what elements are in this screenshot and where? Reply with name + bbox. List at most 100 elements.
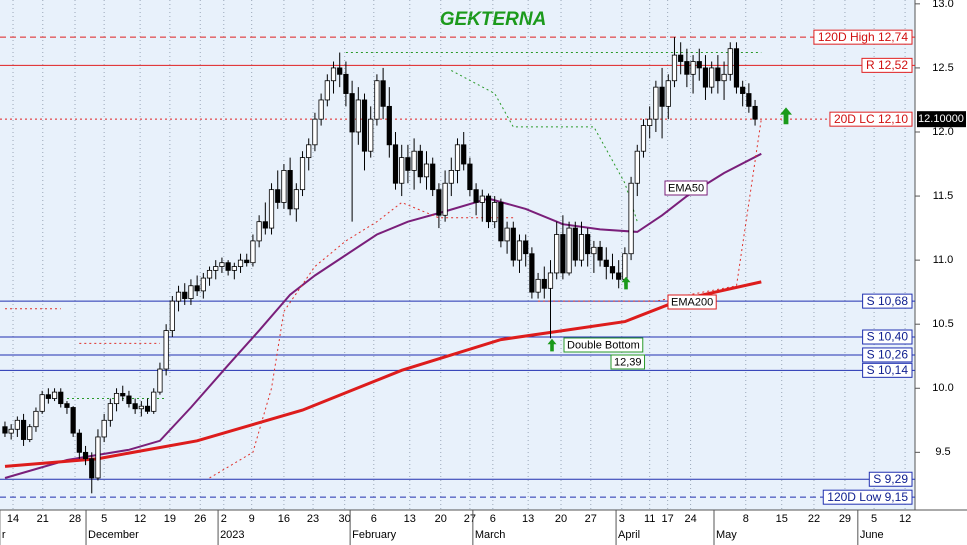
candle-body	[640, 125, 647, 152]
candle-body	[8, 428, 14, 434]
candle-body	[355, 99, 361, 133]
candle-body	[312, 118, 318, 146]
candle-body	[89, 458, 95, 479]
candle-body	[318, 99, 324, 120]
candle-body	[157, 368, 163, 393]
candle-body	[591, 246, 597, 255]
candle-body	[733, 48, 740, 88]
level-label-text: S 10,26	[867, 348, 909, 362]
month-label: May	[716, 529, 737, 541]
candle-body	[560, 234, 566, 274]
level-label: 20D LC 12,10	[829, 111, 913, 127]
candle-body	[33, 410, 39, 428]
candle-body	[523, 240, 529, 255]
candle-body	[64, 403, 70, 408]
level-label-box	[862, 293, 913, 309]
x-tick-label: 28	[69, 513, 81, 525]
candle-body	[349, 93, 355, 133]
x-tick-label: 16	[278, 513, 290, 525]
annotation: Double Bottom	[567, 339, 640, 351]
candle-body	[554, 234, 560, 274]
candle-body	[237, 259, 244, 267]
level-label-text: 20D LC 12,10	[834, 112, 908, 126]
candle-body	[194, 285, 200, 292]
candle-body	[151, 391, 157, 412]
level-label-box	[868, 471, 913, 487]
x-tick-label: 6	[371, 513, 377, 525]
candle-body	[702, 67, 709, 88]
line-series	[67, 70, 638, 399]
candle-body	[169, 300, 175, 332]
candle-body	[659, 86, 665, 107]
candle-body	[709, 67, 715, 88]
x-tick-label: 11	[644, 513, 655, 525]
x-tick-label: 24	[684, 513, 696, 525]
candle-body	[293, 189, 299, 210]
candle-body	[250, 240, 256, 264]
candle-body	[330, 67, 337, 82]
candle-body	[585, 234, 591, 255]
level-label: S 10,40	[862, 329, 913, 345]
x-tick-label: 8	[743, 513, 749, 525]
candle-body	[715, 67, 721, 82]
candle-body	[684, 61, 690, 75]
candle-body	[467, 163, 473, 191]
candle-body	[206, 269, 213, 279]
price-tag	[917, 111, 966, 128]
candle-body	[256, 221, 262, 242]
x-tick-label: 27	[464, 513, 476, 525]
ema50-label-box	[664, 180, 708, 196]
price-tag-label: 12.10000	[918, 113, 964, 125]
candle-body	[430, 163, 436, 191]
x-tick-label: 22	[808, 513, 820, 525]
level-label-text: 120D Low 9,15	[827, 490, 908, 504]
level-label: S 10,68	[862, 293, 913, 309]
level-label: R 12,52	[861, 57, 913, 73]
x-tick-label: 29	[839, 513, 851, 525]
candle-body	[281, 170, 287, 203]
level-label-text: R 12,52	[866, 58, 908, 72]
candle-body	[461, 144, 467, 165]
x-tick-label: 3	[619, 513, 625, 525]
candle-body	[51, 391, 58, 399]
candle-body	[27, 426, 33, 440]
candle-body	[647, 118, 653, 126]
candle-body	[380, 80, 386, 107]
x-tick-label: 13	[522, 513, 534, 525]
month-label: December	[88, 529, 139, 541]
candle-body	[20, 419, 27, 440]
candle-body	[541, 278, 547, 289]
y-tick-label: 12.0	[932, 126, 953, 138]
y-tick-label: 12.5	[932, 62, 953, 74]
candle-body	[690, 61, 696, 75]
candle-body	[423, 163, 430, 178]
candle-body	[58, 391, 64, 405]
candle-body	[628, 182, 634, 255]
candle-body	[566, 227, 572, 274]
candle-body	[368, 118, 374, 152]
y-tick-label: 9.5	[935, 446, 950, 458]
level-label: 120D High 12,74	[813, 29, 913, 45]
candle-body	[411, 150, 417, 171]
x-tick-label: 26	[194, 513, 206, 525]
x-tick-label: 12	[899, 513, 911, 525]
candle-body	[752, 105, 758, 120]
candle-body	[200, 277, 206, 292]
candle-body	[678, 54, 684, 62]
candle-body	[510, 227, 516, 261]
candle-body	[504, 227, 510, 242]
level-label-text: S 10,68	[867, 294, 909, 308]
level-label-text: S 10,40	[867, 330, 909, 344]
arrow	[621, 276, 631, 290]
annotation: 12,39	[614, 356, 642, 368]
candle-body	[417, 150, 423, 178]
candle-body	[144, 405, 151, 412]
x-tick-label: 14	[7, 513, 19, 525]
candle-body	[405, 157, 411, 171]
x-tick-label: 17	[662, 513, 674, 525]
candle-body	[126, 395, 132, 405]
candle-body	[163, 330, 169, 370]
arrow	[547, 338, 557, 352]
